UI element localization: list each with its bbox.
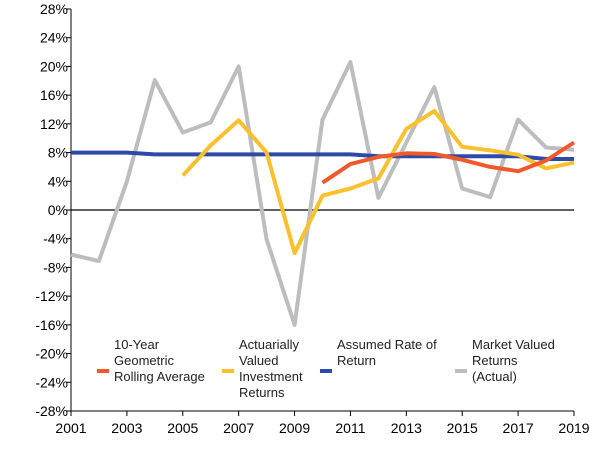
y-tick-label: 8% [48,145,68,161]
legend-label-line: Investment [239,369,303,384]
legend-label-line: Returns [472,353,518,368]
legend-swatch-market-valued-returns-actual [455,369,467,373]
legend-label-actuarially-valued-investment-returns: Actuarially Valued Investment Returns [239,337,303,400]
legend-label-line: Returns [239,385,285,400]
y-tick-label: -8% [43,259,68,275]
y-tick-label: 16% [40,87,68,103]
y-tick-label: -24% [35,374,68,390]
legend-label-10-year-geometric-rolling-average: 10-Year Geometric Rolling Average [114,337,205,384]
legend: 10-Year Geometric Rolling Average Actuarial… [97,337,555,400]
legend-label-line: 10-Year [114,337,160,352]
series-layer [70,60,576,327]
series-line-market-valued-returns-actual [70,60,575,327]
series-line-assumed-rate-of-return [71,150,574,161]
x-tick-label: 2007 [223,420,254,436]
legend-label-line: Return [337,353,376,368]
y-tick-label: -4% [43,231,68,247]
legend-swatch-actuarially-valued-investment-returns [222,369,234,373]
x-tick-label: 2013 [391,420,422,436]
x-tick-label: 2015 [447,420,478,436]
x-tick-label: 2011 [335,420,365,436]
legend-swatch-assumed-rate-of-return [320,369,332,373]
y-tick-label: 12% [40,116,68,132]
y-tick-label: 0% [48,202,68,218]
legend-swatch-10-year-geometric-rolling-average [97,369,109,373]
y-tick-label: -20% [35,346,68,362]
legend-label-line: Rolling Average [114,369,205,384]
y-tick-label: 24% [40,30,68,46]
x-tick-label: 2019 [558,420,589,436]
legend-label-line: Actuarially [239,337,299,352]
series-line-10-year-geometric-rolling-average [321,140,576,185]
x-tick-label: 2009 [279,420,310,436]
y-tick-label: 20% [40,58,68,74]
x-tick-label: 2005 [167,420,198,436]
y-tick-label: -28% [35,403,68,419]
x-tick-label: 2017 [503,420,534,436]
axes: 28% 24% 20% 16% 12% 8% 4% 0% -4% -8% -12% -16% -20% -… [35,1,589,436]
x-tick-label: 2003 [111,420,142,436]
y-tick-label: -12% [35,288,68,304]
y-tick-label: 28% [40,1,68,17]
y-tick-label: 4% [48,173,68,189]
legend-label-line: Market Valued [472,337,555,352]
series-line-actuarially-valued-investment-returns [181,108,575,256]
legend-label-line: Geometric [114,353,174,368]
legend-label-market-valued-returns-actual: Market Valued Returns (Actual) [472,337,555,384]
x-tick-label: 2001 [55,420,86,436]
legend-label-line: (Actual) [472,369,517,384]
legend-label-line: Assumed Rate of [337,337,437,352]
legend-label-assumed-rate-of-return: Assumed Rate of Return [337,337,437,368]
legend-label-line: Valued [239,353,279,368]
y-tick-label: -16% [35,317,68,333]
